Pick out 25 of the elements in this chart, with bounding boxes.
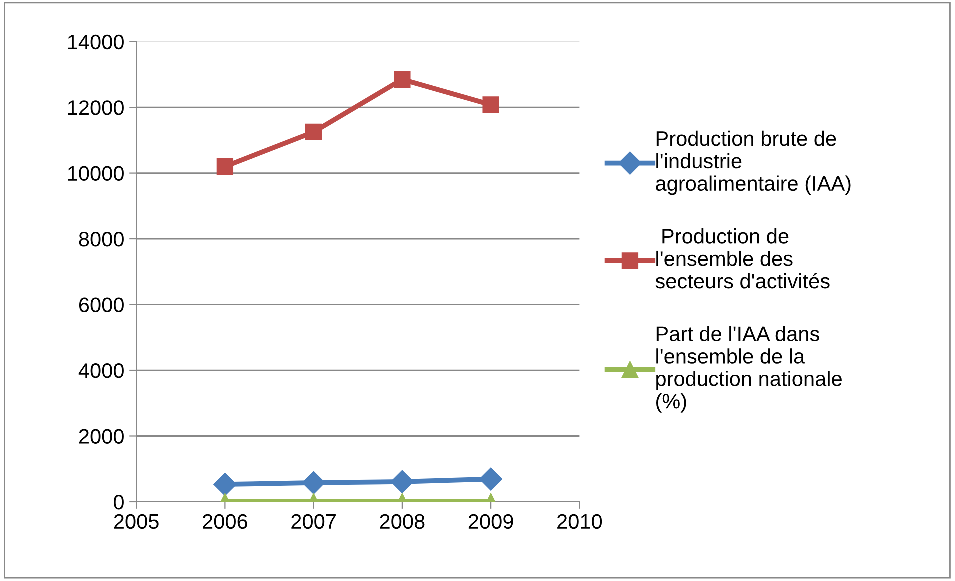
point xyxy=(394,71,411,88)
point xyxy=(305,124,322,141)
legend-label: Production brute de l'industrie agroalimentaire (IAA) xyxy=(656,130,851,196)
y-tick-label: 10000 xyxy=(68,166,124,182)
point xyxy=(482,96,500,114)
legend-label: Production de l'ensemble des secteurs d'activités xyxy=(656,228,830,289)
point xyxy=(480,468,503,491)
y-tick-label: 2000 xyxy=(79,429,124,444)
x-tick-label: 2009 xyxy=(468,514,514,530)
y-tick-label: 12000 xyxy=(68,100,124,116)
y-tick-label: 14000 xyxy=(68,34,124,50)
x-tick-label: 2005 xyxy=(114,514,159,530)
y-tick-label: 6000 xyxy=(79,298,124,313)
x-tick-label: 2010 xyxy=(558,514,602,530)
legend-label: Part de l'IAA dans l'ensemble de la production nationale (%) xyxy=(656,326,842,413)
point xyxy=(216,158,234,176)
point xyxy=(214,473,237,496)
x-tick-label: 2008 xyxy=(380,514,425,530)
y-tick-label: 4000 xyxy=(78,364,124,378)
point xyxy=(390,470,414,494)
x-tick-label: 2007 xyxy=(292,514,336,530)
point xyxy=(302,471,326,494)
y-tick-label: 0 xyxy=(114,494,124,510)
y-tick-label: 8000 xyxy=(79,232,124,247)
x-tick-label: 2006 xyxy=(203,514,248,530)
